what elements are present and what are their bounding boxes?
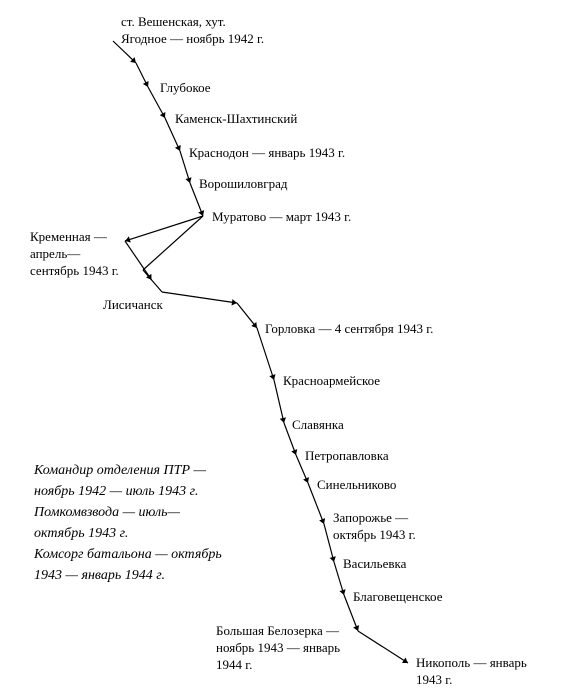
node-label: Никополь — январь 1943 г. — [416, 655, 527, 689]
route-diagram: ст. Вешенская, хут. Ягодное — ноябрь 194… — [0, 0, 565, 699]
node-label: Большая Белозерка — ноябрь 1943 — январь… — [216, 623, 340, 674]
route-path-svg — [0, 0, 565, 699]
node-label: Кременная — апрель— сентябрь 1943 г. — [30, 229, 119, 280]
node-label: Красноармейское — [283, 373, 380, 390]
node-label: Петропавловка — [305, 448, 389, 465]
service-caption: Командир отделения ПТР — ноябрь 1942 — и… — [34, 460, 244, 586]
node-label: Запорожье — октябрь 1943 г. — [333, 510, 416, 544]
node-label: Глубокое — [160, 80, 211, 97]
node-label: Лисичанск — [103, 297, 163, 314]
node-label: Благовещенское — [353, 589, 442, 606]
node-label: Васильевка — [343, 556, 406, 573]
node-label: Муратово — март 1943 г. — [212, 209, 351, 226]
node-label: Ворошиловград — [199, 176, 287, 193]
node-label: Горловка — 4 сентября 1943 г. — [265, 321, 433, 338]
node-label: Краснодон — январь 1943 г. — [189, 145, 345, 162]
node-label: Славянка — [292, 417, 344, 434]
node-label: Синельниково — [317, 477, 396, 494]
start-label: ст. Вешенская, хут. Ягодное — ноябрь 194… — [121, 14, 264, 48]
node-label: Каменск-Шахтинский — [175, 111, 297, 128]
